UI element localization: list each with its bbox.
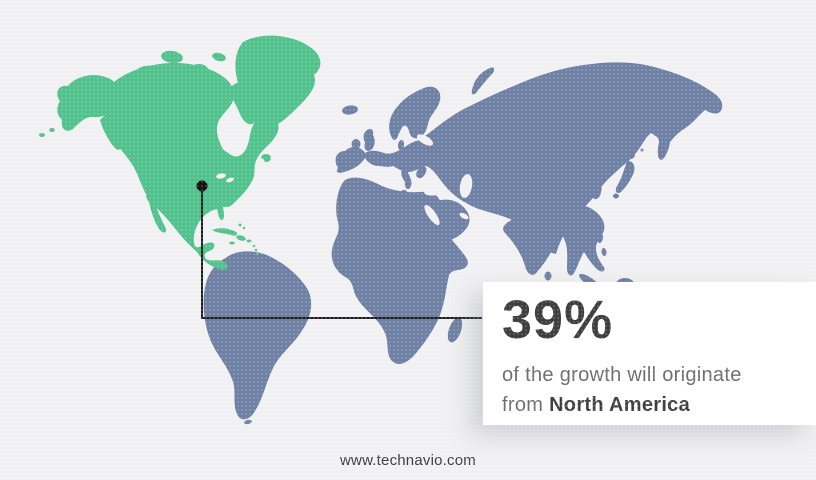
landmass-scandinavia: [389, 86, 441, 140]
callout-line: [201, 186, 482, 319]
landmass-italy: [401, 167, 412, 190]
landmass-eurasia: [335, 62, 723, 254]
water-sea-of-okhotsk: [645, 135, 659, 149]
landmass-denmark: [397, 140, 405, 150]
landmass-india: [503, 214, 558, 275]
stat-region-name: North America: [549, 394, 691, 416]
island-bahamas-1: [238, 223, 242, 227]
stat-card: 39% of the growth will originate from No…: [483, 282, 816, 425]
island-arctic-1: [639, 78, 647, 82]
island-honshu: [615, 160, 635, 194]
island-tierra-del-fuego: [244, 419, 252, 425]
water-baltic-sea: [416, 134, 434, 146]
island-sakhalin: [632, 128, 640, 152]
water-st-lawrence-gulf: [257, 158, 265, 164]
island-jamaica: [229, 241, 235, 245]
island-antilles-3: [255, 252, 259, 256]
water-black-sea: [424, 186, 444, 196]
island-arctic-canada-2: [161, 50, 183, 64]
region-north-america: [39, 35, 321, 270]
landmass-alaska: [57, 75, 120, 131]
island-philippines-1: [596, 233, 604, 243]
footer-url: www.technavio.com: [340, 452, 476, 469]
water-persian-gulf: [459, 212, 469, 220]
water-red-sea: [424, 204, 440, 226]
water-great-lakes-2: [226, 177, 234, 183]
stat-description-line2-prefix: from: [502, 394, 550, 416]
water-caspian-sea: [459, 174, 473, 198]
stat-description: of the growth will originate from North …: [502, 360, 806, 420]
island-philippines-2: [601, 248, 607, 256]
island-baffin: [230, 82, 258, 125]
island-kyushu: [613, 193, 619, 199]
island-antilles-2: [254, 248, 258, 252]
water-great-lakes-1: [216, 173, 226, 179]
island-hokkaido: [625, 151, 635, 159]
island-great-britain: [363, 128, 375, 152]
location-marker: [196, 180, 208, 192]
landmass-south-america: [203, 251, 312, 420]
landmass-greenland: [235, 35, 321, 128]
island-madagascar: [447, 317, 463, 343]
island-antilles-1: [252, 244, 256, 248]
island-sri-lanka: [544, 271, 552, 281]
island-ireland: [351, 139, 361, 149]
landmass-north-america-mainland: [104, 62, 279, 270]
water-hudson-bay: [217, 114, 243, 153]
stat-description-line1: of the growth will originate: [502, 364, 742, 386]
landmass-kamchatka: [657, 123, 672, 160]
landmass-korea: [592, 183, 602, 200]
island-bahamas-2: [242, 226, 246, 230]
island-novaya-zemlya: [471, 67, 495, 95]
island-aleutian-1: [49, 128, 55, 132]
island-aleutian-2: [39, 133, 45, 137]
callout: [196, 180, 482, 319]
island-puerto-rico: [246, 239, 252, 243]
landmass-greece: [416, 166, 427, 179]
island-kuril-1: [640, 148, 644, 152]
landmass-baja-california: [146, 194, 167, 233]
island-arctic-2: [649, 84, 655, 88]
water-bodies: [216, 114, 659, 226]
island-taiwan: [589, 220, 595, 228]
island-cuba: [212, 228, 238, 236]
island-hispaniola: [236, 235, 246, 241]
stat-percentage: 39%: [502, 290, 614, 350]
island-arctic-canada-4: [212, 52, 226, 62]
island-iceland: [342, 105, 358, 115]
